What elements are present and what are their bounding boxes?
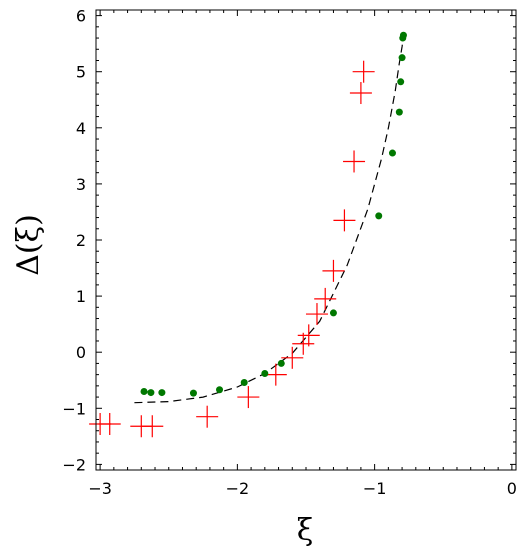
- fit-curve: [134, 35, 405, 404]
- x-tick-label: 0: [507, 479, 517, 498]
- dot-marker: [399, 31, 407, 39]
- cross-marker: [281, 346, 304, 369]
- cross-marker: [322, 259, 345, 282]
- y-tick-label: 1: [76, 287, 86, 306]
- y-tick-label: −2: [62, 455, 86, 474]
- dot-marker: [329, 309, 337, 317]
- y-tick-label: −1: [62, 399, 86, 418]
- dot-marker: [388, 149, 396, 157]
- dot-marker: [277, 359, 285, 367]
- cross-marker: [352, 60, 375, 83]
- dot-marker: [375, 212, 383, 220]
- cross-marker: [196, 405, 219, 428]
- cross-marker: [237, 386, 260, 409]
- dot-marker: [140, 387, 148, 395]
- cross-marker: [297, 324, 320, 347]
- cross-marker: [305, 303, 328, 326]
- x-tick-label: −3: [88, 479, 112, 498]
- cross-marker: [141, 415, 164, 438]
- dot-marker: [158, 389, 166, 397]
- dot-marker: [398, 54, 406, 62]
- dot-marker: [397, 78, 405, 86]
- cross-marker: [333, 209, 356, 232]
- cross-marker: [98, 413, 121, 435]
- y-tick-label: 0: [76, 343, 86, 362]
- axis-ticks: [96, 10, 516, 470]
- cross-marker: [292, 332, 315, 355]
- x-tick-label: −2: [226, 479, 250, 498]
- cross-marker: [314, 287, 337, 310]
- y-tick-label: 5: [76, 63, 86, 82]
- cross-marker: [343, 150, 366, 173]
- dot-marker: [261, 370, 269, 378]
- plot-area: [89, 31, 407, 438]
- dot-marker: [189, 389, 197, 397]
- y-tick-label: 3: [76, 175, 86, 194]
- dot-marker: [216, 386, 224, 394]
- dot-marker: [395, 108, 403, 116]
- y-tick-label: 2: [76, 231, 86, 250]
- y-tick-label: 6: [76, 7, 86, 26]
- y-axis-title: Δ(ξ): [11, 214, 46, 276]
- x-tick-label: −1: [363, 479, 387, 498]
- dot-marker: [240, 378, 248, 386]
- dot-marker: [147, 389, 155, 397]
- plot-frame: [95, 9, 517, 471]
- cross-marker: [264, 363, 287, 386]
- x-axis-title: ξ: [297, 513, 314, 548]
- cross-marker: [349, 82, 372, 105]
- y-tick-label: 4: [76, 119, 86, 138]
